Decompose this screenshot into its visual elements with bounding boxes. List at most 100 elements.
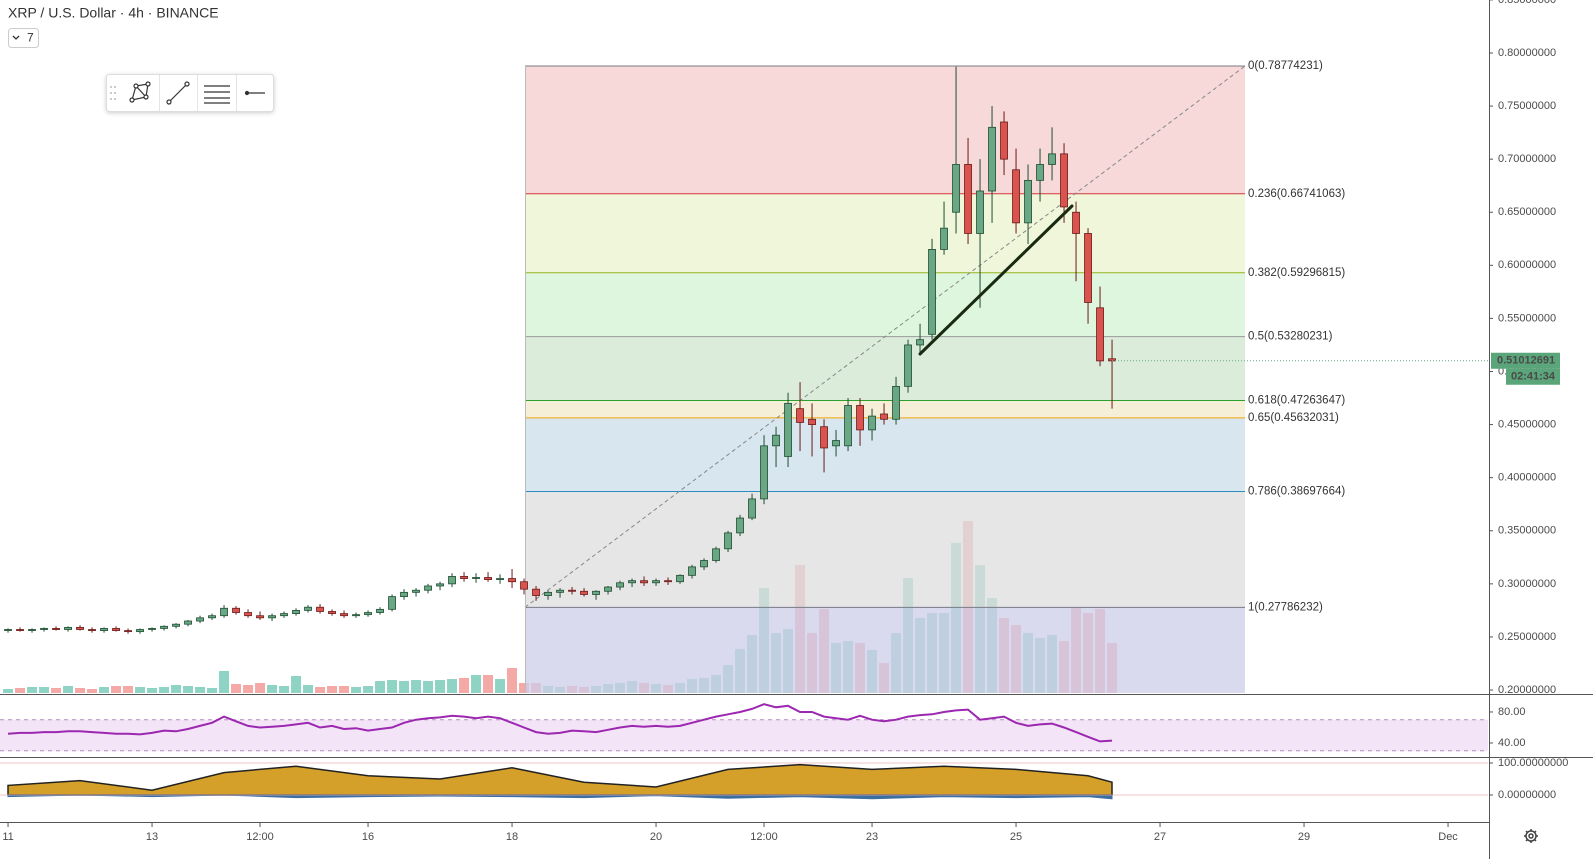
volume-bar: [111, 686, 122, 693]
candle-body: [604, 586, 612, 592]
candle-body: [340, 613, 348, 617]
candle-body: [844, 405, 852, 447]
drawn-trendline: [918, 204, 1074, 356]
oscillator-area: [7, 794, 1113, 800]
candle-body: [136, 629, 144, 633]
volume-bar: [423, 681, 434, 693]
candle-body: [268, 615, 276, 619]
oscillator-tick-label: 100.00000000: [1498, 757, 1568, 769]
x-tick-label: 13: [146, 831, 158, 843]
candle-body: [316, 606, 324, 612]
candle-body: [700, 560, 708, 568]
candle-body: [712, 548, 720, 561]
candle-body: [520, 581, 528, 590]
y-tick-label: 0.30000000: [1498, 578, 1556, 590]
indicator-count: 7: [27, 31, 34, 45]
volume-bar: [159, 687, 170, 693]
countdown-tag: [1506, 368, 1560, 385]
candle-body: [1084, 233, 1092, 303]
candle-body: [124, 630, 132, 633]
axes: 0.85000000 0.80000000 0.75000000 0.70000000…: [2, 0, 1568, 843]
candle-body: [412, 589, 420, 593]
rsi-pane: [0, 703, 1488, 752]
candle-body: [676, 574, 684, 583]
candle-body: [592, 590, 600, 595]
volume-bar: [147, 688, 158, 693]
candle-body: [436, 583, 444, 587]
candle-body: [424, 585, 432, 591]
candle-body: [16, 629, 24, 631]
volume-bar: [435, 680, 446, 693]
tool-style[interactable]: [244, 90, 265, 96]
volume-bar: [447, 679, 458, 693]
volume-bar: [255, 683, 266, 693]
y-tick-label: 0.85000000: [1498, 0, 1556, 6]
candle-body: [952, 164, 960, 213]
fib-band: [525, 400, 1245, 418]
volume-bar: [207, 688, 218, 693]
candle-body: [940, 227, 948, 250]
volume-bar: [303, 685, 314, 693]
fib-band: [525, 193, 1245, 273]
y-tick-label: 0.35000000: [1498, 525, 1556, 537]
volume-bar: [267, 685, 278, 693]
candle-body: [976, 190, 984, 234]
fib-label: 0.236(0.66741063): [1248, 188, 1345, 200]
x-tick-label: 16: [362, 831, 374, 843]
candle-body: [460, 576, 468, 579]
candle-body: [856, 405, 864, 431]
fib-band: [525, 272, 1245, 337]
y-tick-label: 0.40000000: [1498, 472, 1556, 484]
candle-body: [244, 612, 252, 617]
y-tick-label: 0.70000000: [1498, 153, 1556, 165]
candle-body: [796, 408, 804, 423]
tool-fib[interactable]: [204, 85, 230, 104]
y-tick-label: 0.60000000: [1498, 259, 1556, 271]
candle-body: [400, 591, 408, 597]
candle-body: [448, 576, 456, 585]
x-tick-label: 11: [2, 831, 13, 843]
candle-body: [760, 445, 768, 500]
candle-body: [496, 578, 504, 581]
volume-bar: [219, 671, 230, 693]
tool-trendline[interactable]: [166, 81, 190, 105]
price-pane: 0(0.78774231) 0.236(0.66741063) 0.382(0.59…: [3, 60, 1345, 693]
volume-bar: [411, 680, 422, 693]
volume-bar: [291, 676, 302, 693]
fib-label: 0.618(0.47263647): [1248, 395, 1345, 407]
candle-body: [784, 402, 792, 457]
candle-body: [376, 608, 384, 613]
indicator-toggle[interactable]: 7: [8, 28, 39, 48]
x-tick-label: 25: [1010, 831, 1022, 843]
volume-bar: [327, 686, 338, 693]
candle-body: [640, 580, 648, 584]
y-tick-label: 0.45000000: [1498, 418, 1556, 430]
y-tick-label: 0.20000000: [1498, 684, 1556, 696]
y-tick-label: 0.75000000: [1498, 100, 1556, 112]
candle-body: [388, 596, 396, 610]
volume-bar: [195, 687, 206, 693]
tool-pattern[interactable]: [129, 81, 151, 103]
candle-body: [352, 614, 360, 617]
volume-bar: [483, 675, 494, 693]
volume-bar: [135, 687, 146, 693]
candle-body: [88, 629, 96, 631]
candle-body: [688, 566, 696, 576]
candle-body: [184, 620, 192, 625]
volume-bar: [123, 686, 134, 693]
volume-bar: [507, 668, 518, 693]
rsi-tick-label: 80.00: [1498, 706, 1526, 718]
candle-body: [292, 609, 300, 614]
settings-button[interactable]: [1524, 829, 1538, 843]
candle-body: [160, 625, 168, 629]
volume-bar: [39, 687, 50, 693]
y-tick-label: 0.65000000: [1498, 206, 1556, 218]
x-tick-label: 27: [1154, 831, 1166, 843]
fib-label: 0.65(0.45632031): [1248, 412, 1339, 424]
candle-body: [196, 617, 204, 622]
y-tick-label: 0.55000000: [1498, 312, 1556, 324]
y-tick-label: 0.80000000: [1498, 47, 1556, 59]
volume-bar: [99, 687, 110, 693]
drawing-toolbar: [106, 74, 274, 112]
candle-body: [208, 615, 216, 619]
